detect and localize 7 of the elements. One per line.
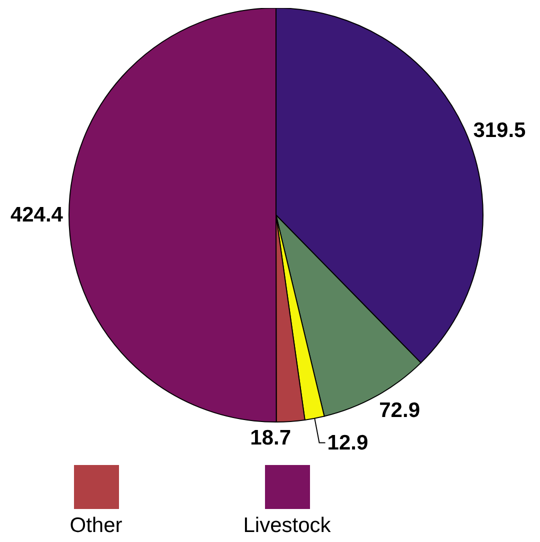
data-label: 424.4 xyxy=(10,204,64,227)
legend-label: Other xyxy=(70,514,122,536)
legend-label: Livestock xyxy=(243,514,331,536)
data-label: 18.7 xyxy=(250,426,292,450)
data-label: 319.5 xyxy=(473,119,526,142)
data-label: 12.9 xyxy=(327,431,368,454)
data-label: 72.9 xyxy=(379,399,420,422)
